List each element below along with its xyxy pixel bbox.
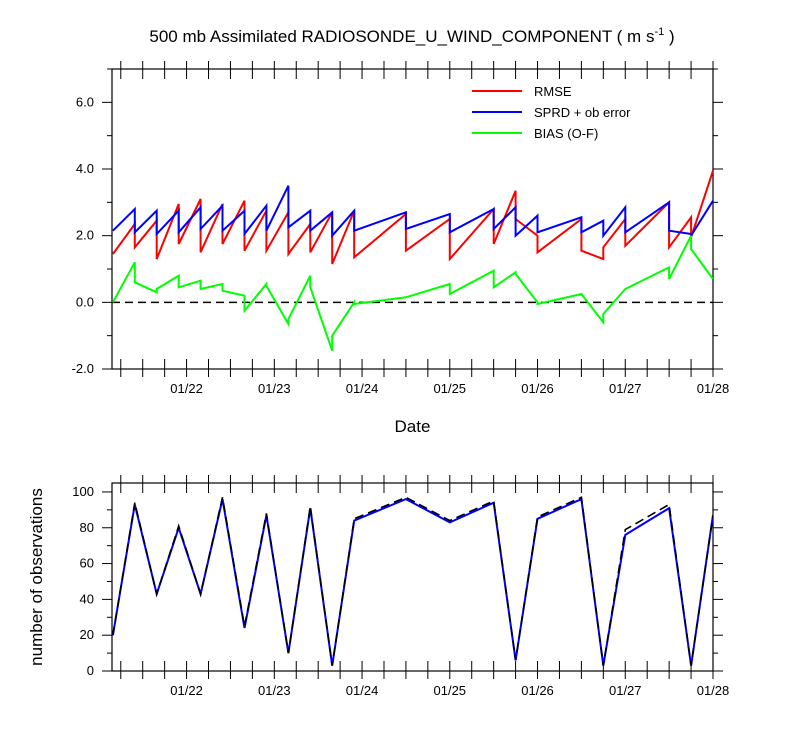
- x-tick-label: 01/24: [346, 381, 379, 396]
- y-tick-label: 100: [72, 484, 94, 499]
- x-tick-label: 01/26: [521, 381, 554, 396]
- legend-label: BIAS (O-F): [534, 126, 598, 141]
- y-tick-label: 40: [80, 591, 94, 606]
- x-tick-label: 01/26: [521, 683, 554, 698]
- y-tick-label: -2.0: [72, 361, 94, 376]
- x-tick-label: 01/24: [346, 683, 379, 698]
- x-tick-label: 01/23: [258, 683, 291, 698]
- chart-title-suffix: ): [664, 27, 674, 46]
- x-tick-label: 01/28: [697, 683, 730, 698]
- chart-title-superscript: -1: [654, 26, 664, 38]
- legend-label: SPRD + ob error: [534, 105, 631, 120]
- x-tick-label: 01/22: [170, 381, 203, 396]
- series-line-sprd-ob-error: [112, 185, 713, 240]
- y-tick-label: 20: [80, 627, 94, 642]
- plot-frame: [111, 482, 714, 672]
- y-axis-label: number of observations: [27, 488, 46, 666]
- series-line-observations-possible: [112, 496, 713, 666]
- series-line-bias-o-f: [112, 235, 713, 352]
- y-tick-label: 2.0: [76, 228, 94, 243]
- x-axis-ticks: [120, 61, 714, 377]
- legend-label: RMSE: [534, 84, 572, 99]
- legend: RMSE SPRD + ob error BIAS (O-F): [472, 84, 631, 141]
- y-tick-label: 60: [80, 556, 94, 571]
- y-tick-label: 4.0: [76, 161, 94, 176]
- y-tick-label: 80: [80, 520, 94, 535]
- y-tick-label: 6.0: [76, 94, 94, 109]
- plot-frame: [111, 68, 714, 370]
- x-tick-label: 01/27: [609, 683, 642, 698]
- series-line-rmse: [112, 170, 713, 265]
- y-tick-label: 0: [87, 663, 94, 678]
- x-axis-label: Date: [395, 417, 431, 436]
- x-tick-label: 01/25: [434, 381, 467, 396]
- x-tick-label: 01/22: [170, 683, 203, 698]
- x-tick-label: 01/23: [258, 381, 291, 396]
- x-tick-label: 01/25: [434, 683, 467, 698]
- x-tick-label: 01/28: [697, 381, 730, 396]
- chart-title: 500 mb Assimilated RADIOSONDE_U_WIND_COM…: [149, 26, 674, 46]
- x-axis-ticks: [120, 475, 714, 679]
- top-panel: 01/22 01/23 01/24 01/25 01/26 01/27 01/28 -2.0 0…: [72, 61, 730, 436]
- bottom-panel: 01/22 01/23 01/24 01/25 01/26 01/27 01/28 0 20 40…: [27, 475, 729, 698]
- chart-title-main: 500 mb Assimilated RADIOSONDE_U_WIND_COM…: [149, 27, 654, 46]
- x-tick-label: 01/27: [609, 381, 642, 396]
- y-tick-label: 0.0: [76, 294, 94, 309]
